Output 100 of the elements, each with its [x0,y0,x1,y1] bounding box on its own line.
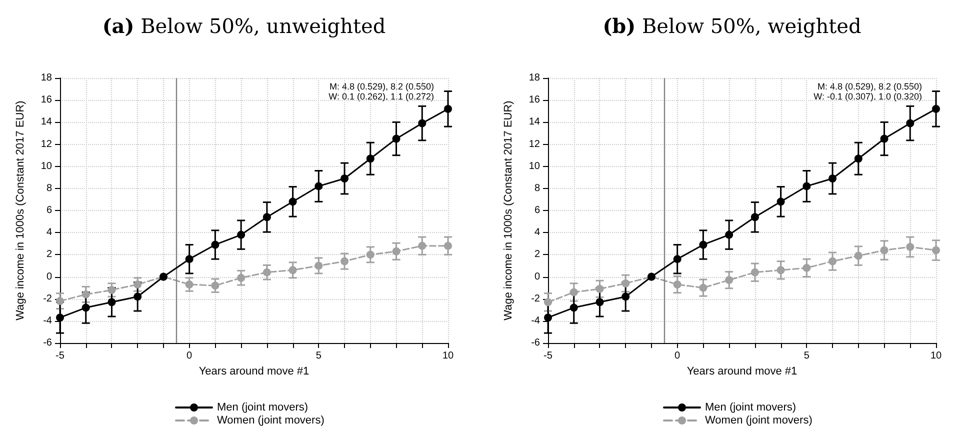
y-tick-label: 16 [40,94,52,106]
point [444,242,452,250]
y-tick-label: 14 [40,116,52,128]
point [622,279,630,288]
point [366,250,374,259]
point [725,230,734,239]
point [211,240,220,249]
point [392,134,400,143]
point [237,230,246,239]
y-tick-label: 2 [46,249,52,260]
y-tick-label: 14 [528,116,540,128]
point [932,104,940,113]
x-axis-title: Years around move #1 [686,365,798,378]
y-axis-title: Wage income in 1000s (Constant 2017 EUR) [502,100,514,320]
legend-label: Women (joint movers) [217,414,324,426]
y-tick-label: 4 [46,227,52,238]
point [750,268,759,276]
point [134,280,142,288]
annotation: W: -0.1 (0.307), 1.0 (0.320) [814,92,922,102]
point [802,264,811,272]
y-tick-label: 18 [40,72,52,84]
y-tick-label: -6 [43,338,52,348]
y-tick-label: 2 [534,249,540,260]
point [750,213,759,222]
y-tick-label: -6 [531,338,540,348]
point [185,280,194,288]
annotation: W: 0.1 (0.262), 1.1 (0.272) [328,92,434,102]
legend-label: Women (joint movers) [705,414,812,426]
point [314,182,323,190]
y-tick-label: -2 [531,293,540,304]
y-tick-label: 8 [46,182,52,194]
x-tick-label: 0 [674,350,681,362]
y-tick-label: 8 [534,182,540,194]
x-tick-label: 10 [930,350,942,362]
y-tick-label: 6 [46,205,52,216]
point [108,286,116,294]
point [699,284,708,292]
x-tick-label: 5 [804,350,810,362]
y-tick-label: 0 [534,271,540,282]
point [880,134,888,143]
point [288,198,297,206]
chart-title: (b) Below 50%, weighted [602,14,862,38]
x-tick-label: -5 [544,350,553,362]
y-tick-label: 12 [40,138,52,150]
point [776,198,785,206]
y-tick-label: 4 [534,227,540,238]
y-tick-label: -4 [531,315,540,326]
chart-title: (a) Below 50%, unweighted [101,14,387,38]
point [673,280,682,288]
point [211,282,220,290]
point [802,182,811,190]
point [418,242,426,250]
point [776,266,785,274]
point [570,288,578,296]
annotation: M: 4.8 (0.529), 8.2 (0.550) [817,82,922,92]
y-tick-label: -2 [43,293,52,304]
point [880,246,888,254]
point [288,266,297,274]
x-tick-label: 0 [186,350,193,362]
point [444,104,452,113]
point [340,257,349,266]
point [828,174,837,182]
y-tick-label: -4 [43,315,52,326]
y-tick-label: 0 [46,271,52,282]
point [828,257,837,266]
x-tick-label: -5 [56,350,65,362]
legend-label: Men (joint movers) [217,402,308,414]
point [82,290,90,298]
point [237,274,246,282]
x-tick-label: 10 [442,350,454,362]
point [366,154,374,163]
y-tick-label: 10 [528,160,540,172]
point [725,276,734,284]
y-tick-label: 16 [528,94,540,106]
point [673,255,682,264]
x-tick-label: 5 [316,350,322,362]
y-axis-title: Wage income in 1000s (Constant 2017 EUR) [14,100,26,320]
point [262,268,271,276]
point [596,298,604,306]
point [544,314,552,322]
point [596,284,604,293]
point [185,255,194,264]
annotation: M: 4.8 (0.529), 8.2 (0.550) [329,82,434,92]
y-tick-label: 10 [40,160,52,172]
x-axis-title: Years around move #1 [198,365,310,378]
point [314,262,323,270]
point [418,119,426,128]
y-tick-label: 12 [528,138,540,150]
point [854,252,862,260]
point [699,240,708,249]
point [932,246,940,254]
point [262,213,271,222]
point [570,304,578,312]
y-tick-label: 18 [528,72,540,84]
y-tick-label: 6 [534,205,540,216]
point [56,314,64,322]
point [906,242,914,251]
point [392,247,400,256]
point [906,119,914,128]
point [134,292,142,301]
